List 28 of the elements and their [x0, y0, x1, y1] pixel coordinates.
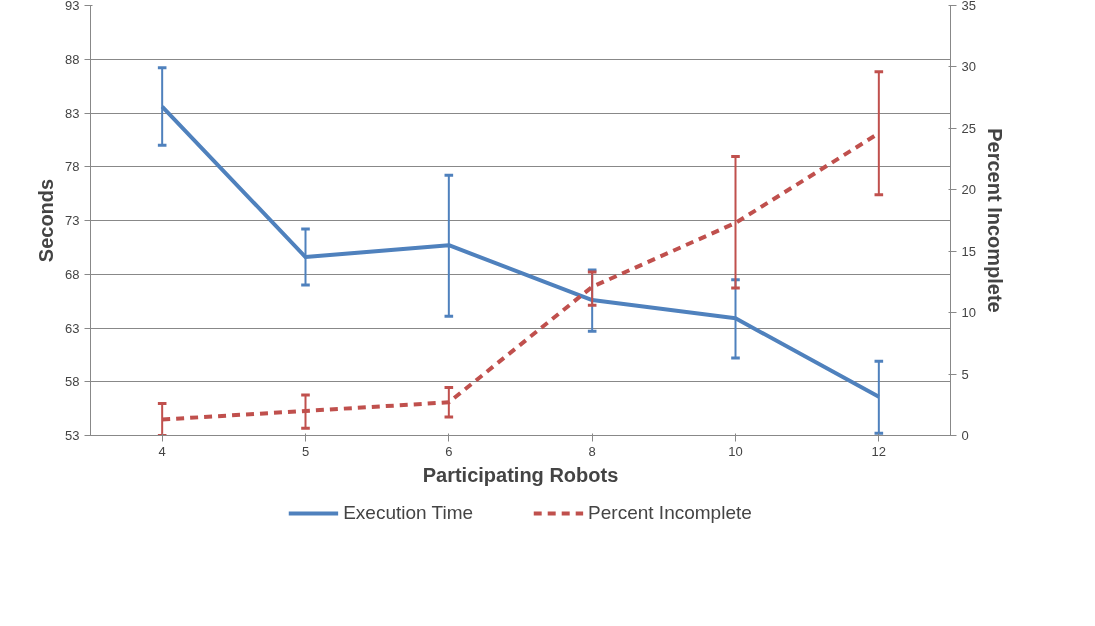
y2-tick-label: 15	[961, 243, 976, 259]
y2-tick-label: 35	[961, 0, 976, 13]
y-tick-label: 73	[65, 213, 80, 228]
y-tick-label: 78	[65, 159, 80, 175]
y2-tick-label: 5	[961, 366, 969, 382]
x-tick-label: 4	[158, 443, 166, 459]
y-tick-label: 58	[65, 374, 80, 390]
x-tick-label: 5	[301, 443, 310, 459]
x-tick-label: 10	[728, 443, 743, 459]
legend-label: Execution Time	[343, 502, 474, 524]
legend-label: Percent Incomplete	[588, 502, 752, 524]
y2-tick-label: 10	[961, 305, 976, 321]
y-tick-label: 93	[65, 0, 80, 13]
x-tick-label: 12	[871, 443, 887, 459]
y-axis-title: Seconds	[35, 178, 58, 263]
y-tick-label: 53	[65, 428, 80, 443]
y2-tick-label: 0	[961, 428, 969, 443]
y2-tick-label: 20	[961, 182, 976, 198]
y-tick-label: 88	[65, 51, 80, 67]
x-tick-label: 8	[588, 443, 596, 459]
x-tick-label: 6	[445, 443, 453, 459]
y2-tick-label: 25	[961, 120, 976, 136]
x-axis-title: Participating Robots	[422, 463, 619, 486]
y2-axis-title: Percent Incomplete	[983, 128, 1006, 313]
y-tick-label: 68	[65, 266, 80, 282]
y-tick-label: 83	[65, 105, 80, 121]
y2-tick-label: 30	[961, 59, 976, 75]
y-tick-label: 63	[65, 320, 80, 336]
